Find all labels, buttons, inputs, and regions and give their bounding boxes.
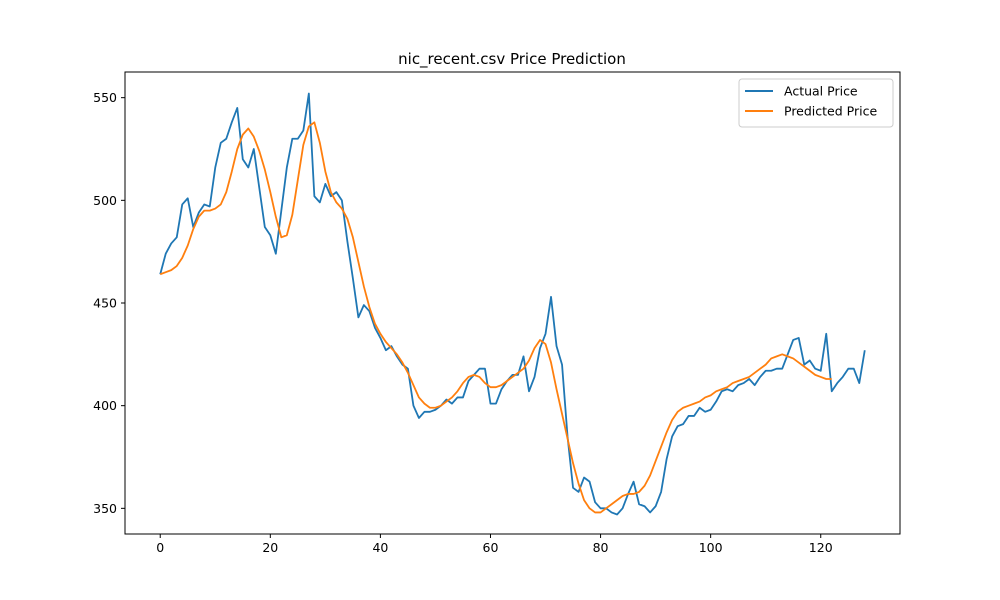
series-layer [159, 92, 866, 516]
y-axis: 350 400 450 500 550 [93, 90, 125, 516]
legend-label-predicted-price: Predicted Price [784, 104, 877, 119]
y-tick-label: 500 [93, 193, 117, 208]
legend: Actual Price Predicted Price [738, 78, 894, 128]
y-tick-label: 400 [93, 398, 117, 413]
series-line-predicted-price [159, 121, 832, 514]
y-tick-label: 350 [93, 501, 117, 516]
legend-label-actual-price: Actual Price [784, 84, 858, 99]
x-axis: 0 20 40 60 80 100 120 [156, 534, 833, 555]
x-tick-label: 20 [262, 540, 278, 555]
chart-title: nic_recent.csv Price Prediction [398, 50, 626, 69]
x-tick-label: 0 [156, 540, 164, 555]
y-tick-label: 550 [93, 90, 117, 105]
x-tick-label: 40 [372, 540, 388, 555]
x-tick-label: 80 [593, 540, 609, 555]
series-line-actual-price [159, 92, 866, 516]
x-tick-label: 60 [483, 540, 499, 555]
x-tick-label: 100 [699, 540, 723, 555]
x-tick-label: 120 [809, 540, 833, 555]
legend-box [738, 78, 894, 128]
y-tick-label: 450 [93, 296, 117, 311]
